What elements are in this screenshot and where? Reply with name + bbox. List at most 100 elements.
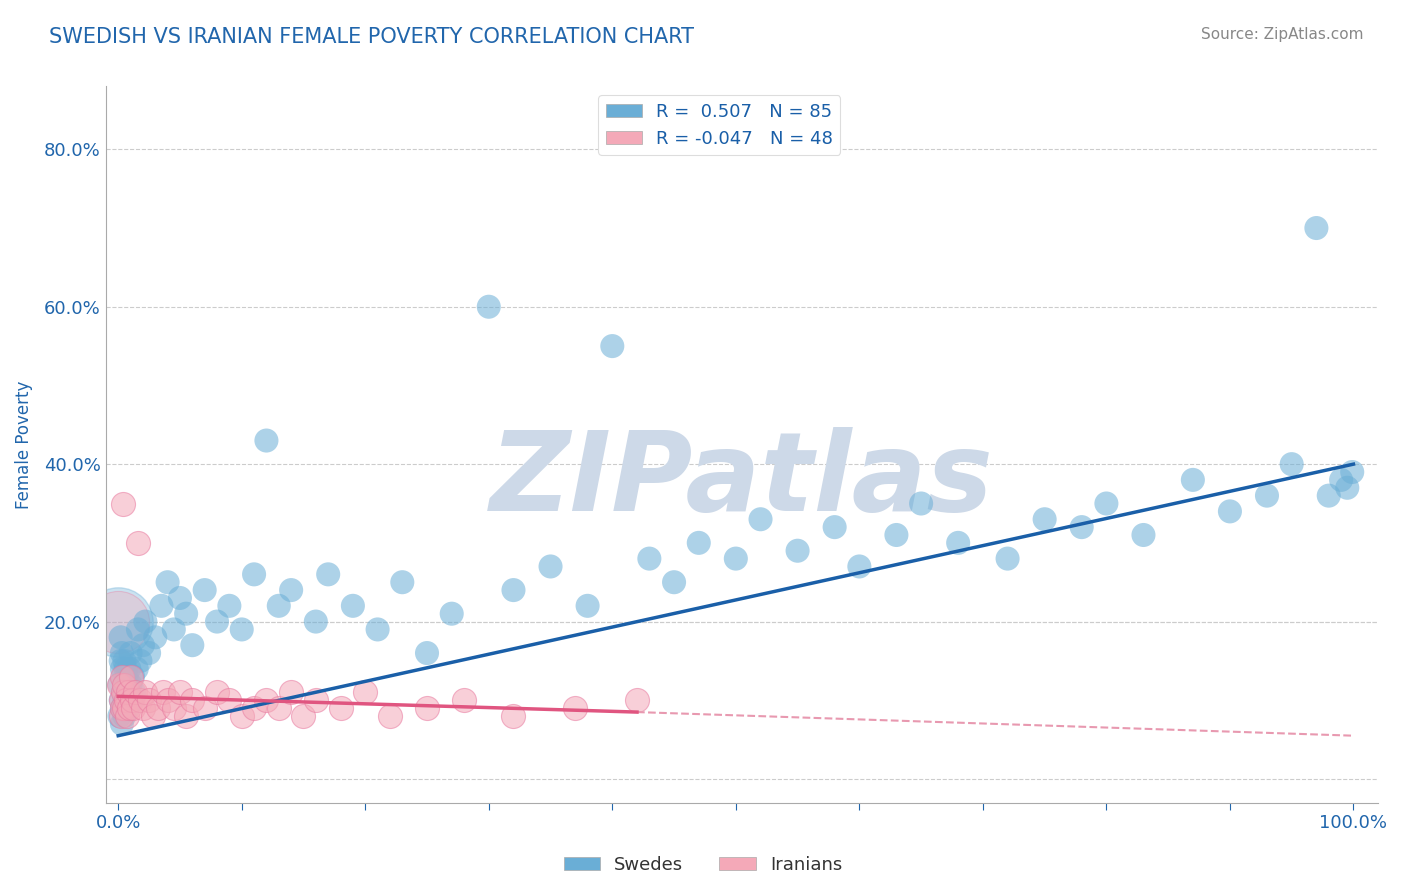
Point (254, 693, 277, 707)
Point (243, 701, 266, 715)
Point (127, 623, 149, 637)
Point (138, 646, 160, 660)
Point (112, 685, 135, 699)
Point (243, 567, 266, 582)
Point (112, 685, 135, 699)
Point (576, 599, 599, 613)
Point (110, 693, 132, 707)
Point (218, 599, 240, 613)
Point (107, 615, 129, 629)
Text: ZIPatlas: ZIPatlas (491, 426, 994, 533)
Point (1219, 504, 1241, 518)
Point (502, 709, 524, 723)
Point (121, 693, 143, 707)
Point (118, 701, 141, 715)
Point (142, 709, 165, 723)
Point (910, 496, 932, 510)
Point (564, 701, 586, 715)
Point (174, 709, 197, 723)
Point (416, 646, 439, 660)
Point (111, 646, 134, 660)
Point (163, 623, 186, 637)
Point (122, 670, 145, 684)
Point (1070, 520, 1092, 534)
Point (120, 677, 142, 691)
Point (724, 551, 747, 566)
Point (1336, 481, 1358, 495)
Point (112, 709, 135, 723)
Point (997, 551, 1019, 566)
Point (156, 693, 179, 707)
Point (112, 701, 135, 715)
Point (169, 591, 191, 605)
Point (453, 693, 475, 707)
Point (112, 701, 135, 715)
Point (367, 623, 389, 637)
Legend: R =  0.507   N = 85, R = -0.047   N = 48: R = 0.507 N = 85, R = -0.047 N = 48 (599, 95, 841, 155)
Point (502, 583, 524, 598)
Point (111, 670, 134, 684)
Text: SWEDISH VS IRANIAN FEMALE POVERTY CORRELATION CHART: SWEDISH VS IRANIAN FEMALE POVERTY CORREL… (49, 27, 695, 46)
Point (231, 623, 253, 637)
Point (1341, 465, 1364, 479)
Point (146, 701, 169, 715)
Point (848, 559, 870, 574)
Point (205, 685, 228, 699)
Point (132, 638, 155, 652)
Point (110, 709, 132, 723)
Point (124, 685, 146, 699)
Point (107, 615, 129, 629)
Point (688, 536, 710, 550)
Point (1256, 489, 1278, 503)
Point (181, 638, 204, 652)
Point (231, 709, 253, 723)
Point (115, 693, 138, 707)
Point (1181, 473, 1204, 487)
Point (280, 685, 302, 699)
Point (305, 615, 328, 629)
Point (138, 693, 160, 707)
Point (122, 701, 145, 715)
Point (143, 630, 166, 644)
Point (111, 662, 134, 676)
Point (112, 654, 135, 668)
Point (115, 709, 138, 723)
Point (329, 701, 352, 715)
Point (120, 670, 142, 684)
Point (117, 685, 139, 699)
Point (218, 693, 240, 707)
Point (117, 685, 139, 699)
Point (292, 709, 315, 723)
Point (440, 607, 463, 621)
Point (112, 670, 135, 684)
Point (174, 607, 197, 621)
Point (280, 583, 302, 598)
Point (1132, 528, 1154, 542)
Point (111, 701, 134, 715)
Point (1033, 512, 1056, 526)
Point (110, 654, 132, 668)
Point (1095, 496, 1118, 510)
Point (108, 677, 131, 691)
Point (391, 575, 413, 590)
Point (354, 685, 377, 699)
Point (342, 599, 364, 613)
Point (111, 717, 134, 731)
Point (540, 559, 562, 574)
Point (114, 662, 136, 676)
Point (125, 662, 148, 676)
Point (181, 693, 204, 707)
Point (129, 693, 152, 707)
Point (110, 693, 132, 707)
Point (1330, 473, 1353, 487)
Point (156, 575, 179, 590)
Point (749, 512, 772, 526)
Point (194, 701, 217, 715)
Point (108, 709, 131, 723)
Point (1281, 457, 1303, 471)
Point (600, 339, 623, 353)
Point (127, 536, 149, 550)
Point (163, 701, 186, 715)
Point (114, 693, 136, 707)
Point (205, 615, 228, 629)
